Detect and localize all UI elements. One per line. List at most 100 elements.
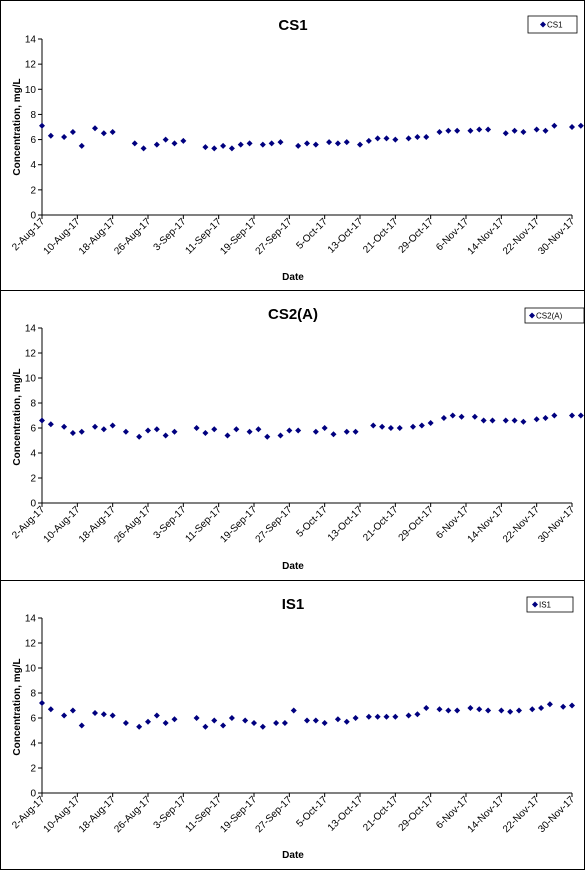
data-point <box>286 427 293 434</box>
data-point <box>78 428 85 435</box>
data-point <box>326 139 333 146</box>
y-tick-label: 12 <box>25 639 37 650</box>
x-tick-label: 14-Nov-17 <box>466 504 507 545</box>
y-tick-label: 6 <box>30 135 36 146</box>
data-point <box>295 427 302 434</box>
x-tick-label: 22-Nov-17 <box>501 216 542 257</box>
data-point <box>511 417 518 424</box>
x-tick-label: 11-Sep-17 <box>184 794 225 835</box>
data-point <box>268 140 275 147</box>
data-point <box>78 722 85 729</box>
y-axis-title: Concentration, mg/L <box>12 368 23 465</box>
data-point <box>211 145 218 152</box>
data-point <box>507 708 514 715</box>
chart-panel-cs2a: CS2(A) Date Concentration, mg/L CS2(A) 0… <box>0 290 585 581</box>
data-point <box>277 139 284 146</box>
data-point <box>171 140 178 147</box>
data-point <box>352 428 359 435</box>
y-tick-label: 12 <box>25 349 37 360</box>
plot-area: 0 2 4 6 8 10 12 14 2-Aug-1710-Aug-1718-Aug-1726-… <box>10 614 577 836</box>
data-point <box>542 127 549 134</box>
data-point <box>228 715 235 721</box>
chart-title: CS2(A) <box>268 306 318 323</box>
data-point <box>569 124 575 130</box>
x-tick-label: 26-Aug-17 <box>112 216 153 257</box>
data-point <box>136 433 143 440</box>
data-point <box>485 707 492 714</box>
data-point <box>61 712 68 719</box>
x-tick-label: 19-Sep-17 <box>218 794 259 835</box>
y-tick-label: 12 <box>25 60 37 71</box>
data-point <box>122 720 129 726</box>
data-point <box>202 430 209 436</box>
x-tick-label: 29-Oct-17 <box>397 216 437 256</box>
chart-title: CS1 <box>278 17 307 34</box>
data-point <box>454 127 461 134</box>
y-tick-label: 10 <box>25 664 37 675</box>
data-point <box>458 413 465 420</box>
legend-marker <box>529 312 535 319</box>
data-point <box>100 130 107 137</box>
x-axis-title: Date <box>282 272 304 283</box>
y-tick-label: 14 <box>25 614 37 625</box>
data-point <box>560 703 567 710</box>
data-point <box>436 129 443 136</box>
data-point <box>211 426 218 433</box>
data-point <box>131 140 138 147</box>
y-tick-label: 0 <box>30 499 36 510</box>
x-tick-label: 29-Oct-17 <box>397 794 437 834</box>
data-point <box>489 417 496 424</box>
data-point <box>162 720 169 726</box>
data-point <box>577 412 584 419</box>
y-tick-label: 8 <box>30 689 36 700</box>
data-point <box>480 417 487 424</box>
data-point <box>485 126 492 133</box>
data-point <box>171 716 178 723</box>
x-tick-label: 18-Aug-17 <box>77 216 118 257</box>
x-tick-label: 11-Sep-17 <box>184 504 225 545</box>
y-tick-label: 10 <box>25 374 37 385</box>
x-tick-label: 3-Sep-17 <box>152 216 189 253</box>
data-point <box>109 712 116 719</box>
data-point <box>136 723 143 730</box>
data-point <box>92 710 98 716</box>
data-point <box>228 145 235 152</box>
data-point <box>246 428 253 435</box>
x-tick-label: 2-Aug-17 <box>10 794 47 831</box>
x-tick-label: 26-Aug-17 <box>112 504 153 545</box>
data-point <box>436 706 443 713</box>
legend-marker <box>532 601 538 608</box>
data-point <box>78 142 85 149</box>
data-point <box>374 135 381 142</box>
x-tick-label: 19-Sep-17 <box>218 216 259 257</box>
data-point <box>312 717 319 724</box>
chart-cs2a: CS2(A) Date Concentration, mg/L CS2(A) 0… <box>10 306 584 572</box>
data-point <box>396 425 403 431</box>
data-point <box>445 127 452 134</box>
data-point <box>454 707 461 714</box>
data-point <box>476 706 483 713</box>
data-point <box>498 707 505 714</box>
data-point <box>224 432 231 439</box>
y-tick-label: 4 <box>30 739 36 750</box>
chart-is1: IS1 Date Concentration, mg/L IS1 0 2 4 6 8 10… <box>10 596 577 861</box>
data-point <box>312 428 319 435</box>
y-tick-label: 2 <box>30 764 36 775</box>
data-point <box>405 135 412 142</box>
x-tick-label: 10-Aug-17 <box>42 794 83 835</box>
data-point <box>295 142 302 149</box>
data-point <box>511 127 518 134</box>
y-tick-label: 14 <box>25 324 37 335</box>
data-point <box>449 412 456 419</box>
data-point <box>39 122 45 129</box>
data-point <box>343 718 350 725</box>
legend-box <box>527 15 578 34</box>
data-point <box>162 432 169 439</box>
data-point <box>343 428 350 435</box>
x-tick-label: 13-Oct-17 <box>326 216 366 256</box>
data-point <box>392 713 399 720</box>
y-tick-label: 10 <box>25 85 37 96</box>
data-point <box>471 413 478 420</box>
data-point <box>343 139 350 146</box>
data-point <box>145 718 151 725</box>
